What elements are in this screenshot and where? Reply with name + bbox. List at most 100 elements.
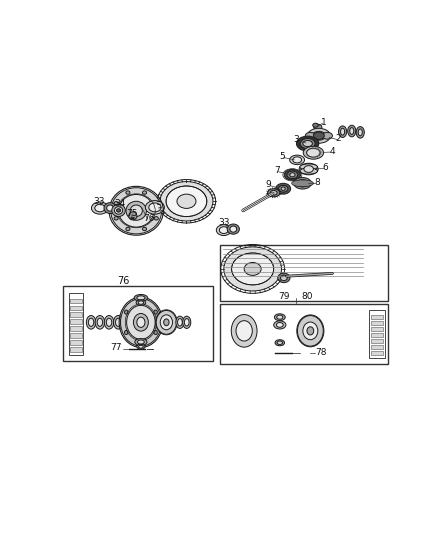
Ellipse shape <box>300 164 318 170</box>
Ellipse shape <box>114 216 118 220</box>
Bar <box>70 333 81 338</box>
Text: 80: 80 <box>302 292 313 301</box>
Ellipse shape <box>135 338 147 345</box>
Ellipse shape <box>107 205 113 211</box>
Ellipse shape <box>227 224 240 234</box>
Bar <box>70 340 81 345</box>
Ellipse shape <box>312 131 325 140</box>
Ellipse shape <box>104 203 116 214</box>
Ellipse shape <box>313 123 318 127</box>
Ellipse shape <box>297 136 319 151</box>
Ellipse shape <box>104 316 114 329</box>
Text: 78: 78 <box>315 348 326 357</box>
Bar <box>371 314 383 319</box>
Bar <box>69 293 83 356</box>
Bar <box>371 320 383 325</box>
Ellipse shape <box>358 129 362 136</box>
Ellipse shape <box>230 226 237 232</box>
Ellipse shape <box>303 322 318 340</box>
Bar <box>371 345 383 349</box>
Ellipse shape <box>138 301 144 304</box>
Ellipse shape <box>154 310 157 314</box>
Ellipse shape <box>88 318 94 326</box>
Ellipse shape <box>137 317 145 327</box>
Ellipse shape <box>277 315 283 319</box>
Bar <box>70 326 81 331</box>
Ellipse shape <box>307 327 314 335</box>
Ellipse shape <box>114 201 118 205</box>
Ellipse shape <box>290 155 304 165</box>
Ellipse shape <box>268 189 280 197</box>
Ellipse shape <box>224 247 282 291</box>
Text: 76: 76 <box>117 276 129 286</box>
Ellipse shape <box>156 310 177 334</box>
Ellipse shape <box>160 315 173 330</box>
Ellipse shape <box>139 341 143 345</box>
Ellipse shape <box>176 316 184 328</box>
Text: 4: 4 <box>329 147 335 156</box>
Ellipse shape <box>305 132 315 139</box>
Ellipse shape <box>294 177 311 189</box>
Text: 33: 33 <box>219 218 230 227</box>
Ellipse shape <box>160 182 213 221</box>
Ellipse shape <box>130 205 142 216</box>
Ellipse shape <box>113 316 123 329</box>
Ellipse shape <box>138 345 143 348</box>
Ellipse shape <box>339 126 346 138</box>
Bar <box>371 338 383 343</box>
Ellipse shape <box>244 262 261 276</box>
Ellipse shape <box>322 132 332 139</box>
Text: 75: 75 <box>127 208 138 217</box>
Ellipse shape <box>341 128 345 135</box>
Bar <box>70 319 81 324</box>
Ellipse shape <box>134 313 148 331</box>
Ellipse shape <box>138 340 144 344</box>
Ellipse shape <box>114 207 123 214</box>
Text: 5: 5 <box>279 152 285 161</box>
Ellipse shape <box>120 298 161 346</box>
Text: 33: 33 <box>93 197 105 206</box>
Ellipse shape <box>183 316 191 328</box>
Ellipse shape <box>142 227 147 231</box>
Ellipse shape <box>276 322 283 327</box>
Ellipse shape <box>297 316 323 346</box>
Ellipse shape <box>290 173 295 177</box>
Ellipse shape <box>280 275 287 280</box>
Bar <box>220 245 388 302</box>
Ellipse shape <box>348 125 356 137</box>
Ellipse shape <box>277 341 283 344</box>
Ellipse shape <box>356 127 364 138</box>
Ellipse shape <box>86 316 96 329</box>
Ellipse shape <box>293 157 301 163</box>
Ellipse shape <box>314 124 322 131</box>
Ellipse shape <box>299 163 318 175</box>
Bar <box>371 333 383 337</box>
Ellipse shape <box>279 185 288 192</box>
Text: 1: 1 <box>321 118 327 127</box>
Ellipse shape <box>116 318 121 326</box>
Text: 7: 7 <box>274 166 280 175</box>
Ellipse shape <box>134 294 148 301</box>
Ellipse shape <box>92 202 108 214</box>
Ellipse shape <box>117 209 120 212</box>
Ellipse shape <box>149 203 161 212</box>
Bar <box>70 298 81 303</box>
Ellipse shape <box>126 201 146 220</box>
Ellipse shape <box>106 318 112 326</box>
Ellipse shape <box>304 166 314 172</box>
Text: 8: 8 <box>314 178 320 187</box>
Ellipse shape <box>137 344 145 349</box>
Ellipse shape <box>274 321 286 329</box>
Ellipse shape <box>297 180 308 187</box>
Ellipse shape <box>216 225 231 236</box>
Text: 34: 34 <box>114 199 126 208</box>
Ellipse shape <box>278 273 290 282</box>
Text: 6: 6 <box>322 163 328 172</box>
Ellipse shape <box>300 139 315 149</box>
Text: 79: 79 <box>279 292 290 301</box>
Ellipse shape <box>139 300 143 304</box>
Ellipse shape <box>350 127 354 134</box>
Bar <box>70 305 81 310</box>
Ellipse shape <box>142 191 147 195</box>
Ellipse shape <box>95 204 105 212</box>
